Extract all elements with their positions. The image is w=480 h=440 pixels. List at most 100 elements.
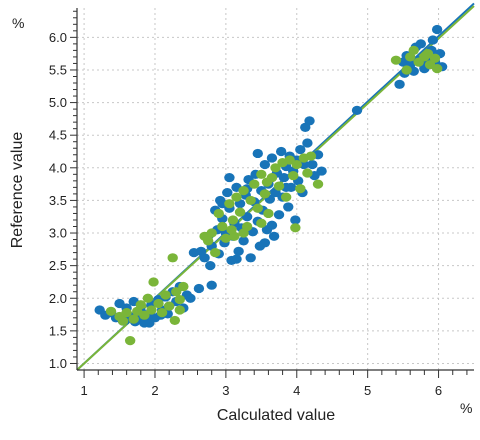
x-tick-label: 4: [293, 383, 300, 398]
green-data-point: [263, 208, 274, 219]
blue-data-point: [252, 148, 263, 159]
green-data-point: [280, 192, 292, 202]
x-tick-label: 1: [80, 383, 87, 398]
green-data-point: [167, 253, 178, 263]
blue-data-point: [427, 35, 439, 45]
green-data-point: [217, 221, 228, 232]
green-data-point: [206, 228, 217, 238]
green-data-point: [422, 49, 434, 59]
y-tick-label: 4.0: [49, 160, 67, 175]
green-data-point: [290, 223, 301, 233]
blue-data-point: [302, 138, 313, 148]
green-data-point: [124, 336, 136, 346]
y-tick-label: 2.5: [49, 258, 67, 273]
green-data-point: [256, 169, 267, 179]
axes: [70, 8, 474, 378]
green-data-point: [210, 247, 221, 258]
green-data-point: [142, 293, 154, 303]
y-axis-title: Reference value: [9, 132, 26, 249]
blue-data-point: [188, 247, 200, 258]
green-data-point: [238, 186, 249, 196]
green-data-point: [295, 184, 306, 194]
blue-data-point: [199, 253, 210, 263]
blue-data-point: [233, 246, 244, 256]
x-tick-label: 6: [435, 383, 442, 398]
green-data-point: [146, 305, 157, 315]
blue-data-point: [206, 280, 217, 290]
blue-data-point: [205, 261, 216, 271]
green-data-point: [390, 55, 402, 65]
blue-data-point: [259, 238, 271, 248]
green-data-point: [202, 236, 214, 246]
blue-data-point: [266, 220, 278, 230]
y-tick-label: 1.0: [49, 356, 67, 371]
green-data-point: [288, 171, 299, 181]
blue-data-point: [278, 172, 290, 183]
blue-data-point: [224, 172, 235, 183]
green-data-point: [226, 225, 237, 235]
y-tick-label: 6.0: [49, 30, 67, 45]
x-tick-label: 5: [364, 383, 371, 398]
green-data-point: [249, 179, 260, 189]
green-data-point: [169, 315, 181, 326]
green-data-point: [163, 301, 175, 311]
x-axis-title: Calculated value: [217, 407, 335, 424]
green-data-point: [171, 287, 182, 297]
green-data-point: [153, 298, 164, 309]
blue-data-point: [307, 159, 318, 170]
blue-data-point: [275, 146, 287, 157]
x-tick-label: 2: [151, 383, 158, 398]
green-data-point: [220, 233, 232, 243]
blue-data-point: [295, 144, 306, 155]
green-data-point: [135, 300, 147, 310]
green-data-point: [245, 195, 256, 206]
blue-data-point: [222, 187, 233, 198]
y-tick-label: 5.0: [49, 95, 67, 110]
blue-data-point: [259, 159, 271, 170]
green-data-point: [270, 163, 281, 173]
green-data-point: [252, 203, 263, 213]
blue-data-point: [415, 39, 427, 49]
y-unit-label: %: [12, 15, 24, 31]
green-data-point: [174, 294, 185, 305]
green-data-point: [160, 290, 171, 300]
green-data-point: [178, 281, 189, 292]
blue-data-point: [266, 153, 278, 163]
blue-data-point: [290, 215, 301, 225]
green-data-point: [128, 314, 139, 324]
green-data-point: [312, 179, 324, 189]
y-tick-label: 4.5: [49, 128, 67, 143]
green-data-point: [117, 316, 129, 326]
blue-data-point: [193, 283, 205, 294]
green-data-point: [256, 218, 267, 228]
blue-data-point: [273, 210, 285, 220]
blue-data-point: [144, 318, 155, 328]
green-data-point: [121, 308, 132, 318]
green-data-point: [238, 228, 249, 238]
green-data-point: [273, 181, 285, 191]
green-data-point: [139, 310, 150, 320]
green-data-point: [213, 208, 224, 219]
green-data-point: [302, 168, 313, 178]
blue-data-point: [268, 231, 280, 241]
x-tick-label: 3: [222, 383, 229, 398]
blue-data-point: [394, 79, 405, 89]
green-data-point: [261, 177, 273, 187]
blue-data-point: [283, 202, 294, 212]
blue-data-point: [431, 24, 443, 35]
tick-labels: 1.0 1.5 2.0 2.5 3.0 3.5 4.0 4.5 5.0 5.5 6.0 1 2 3 4 5 6: [49, 30, 442, 398]
green-data-point: [234, 207, 246, 217]
green-data-point: [305, 151, 317, 161]
data-points: [94, 24, 448, 346]
blue-data-point: [304, 116, 315, 126]
green-data-point: [148, 277, 159, 287]
y-tick-label: 5.5: [49, 62, 67, 77]
y-tick-label: 3.5: [49, 193, 67, 208]
x-unit-label: %: [460, 400, 472, 416]
blue-data-point: [185, 293, 196, 303]
y-tick-label: 2.0: [49, 291, 67, 306]
green-data-point: [431, 64, 443, 74]
green-data-point: [404, 52, 416, 62]
